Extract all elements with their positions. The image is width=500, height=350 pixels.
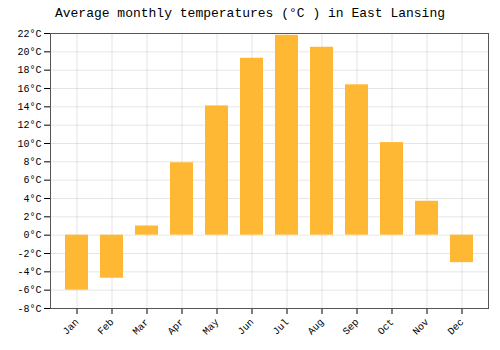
svg-text:-4°C: -4°C: [17, 267, 41, 278]
svg-text:-8°C: -8°C: [17, 304, 41, 315]
svg-text:12°C: 12°C: [17, 120, 41, 131]
svg-text:Apr: Apr: [166, 317, 187, 338]
svg-text:Aug: Aug: [306, 317, 327, 338]
svg-text:Nov: Nov: [411, 317, 432, 338]
svg-text:Mar: Mar: [131, 317, 152, 338]
html-text:Average monthly temperatures (: Average monthly temperatures (°C ) in Ea…: [55, 6, 445, 21]
svg-text:14°C: 14°C: [17, 102, 41, 113]
svg-text:-2°C: -2°C: [17, 249, 41, 260]
svg-text:20°C: 20°C: [17, 47, 41, 58]
svg-text:Jun: Jun: [236, 317, 257, 338]
svg-text:2°C: 2°C: [23, 212, 41, 223]
svg-text:22°C: 22°C: [17, 29, 41, 40]
svg-text:10°C: 10°C: [17, 139, 41, 150]
svg-text:18°C: 18°C: [17, 65, 41, 76]
svg-text:Jul: Jul: [271, 317, 292, 338]
svg-text:4°C: 4°C: [23, 194, 41, 205]
svg-text:Oct: Oct: [376, 317, 397, 338]
svg-text:May: May: [201, 317, 222, 338]
svg-text:Dec: Dec: [446, 317, 467, 338]
svg-text:8°C: 8°C: [23, 157, 41, 168]
svg-text:16°C: 16°C: [17, 84, 41, 95]
svg-text:Jan: Jan: [61, 317, 82, 338]
svg-text:0°C: 0°C: [23, 230, 41, 241]
svg-text:Feb: Feb: [96, 317, 117, 338]
svg-text:-6°C: -6°C: [17, 285, 41, 296]
svg-text:6°C: 6°C: [23, 175, 41, 186]
svg-text:Sep: Sep: [341, 317, 362, 338]
